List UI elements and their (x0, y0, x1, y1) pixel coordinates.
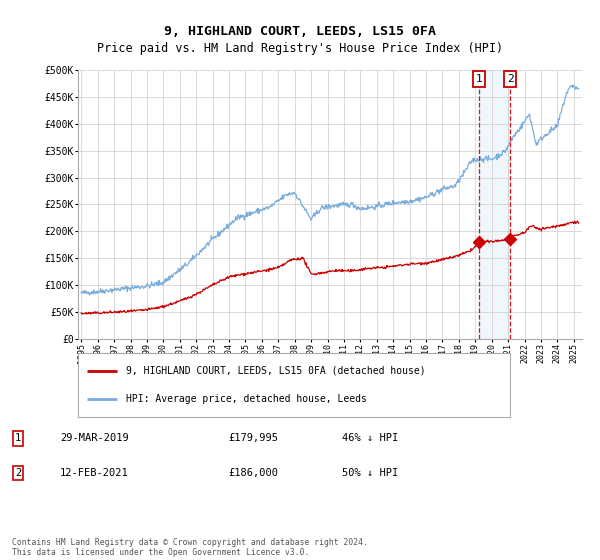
Text: Price paid vs. HM Land Registry's House Price Index (HPI): Price paid vs. HM Land Registry's House … (97, 42, 503, 55)
FancyBboxPatch shape (78, 353, 510, 417)
Text: 2: 2 (15, 468, 21, 478)
Text: £186,000: £186,000 (228, 468, 278, 478)
Text: £179,995: £179,995 (228, 433, 278, 444)
Text: 9, HIGHLAND COURT, LEEDS, LS15 0FA: 9, HIGHLAND COURT, LEEDS, LS15 0FA (164, 25, 436, 38)
Text: 12-FEB-2021: 12-FEB-2021 (60, 468, 129, 478)
Text: Contains HM Land Registry data © Crown copyright and database right 2024.
This d: Contains HM Land Registry data © Crown c… (12, 538, 368, 557)
Text: HPI: Average price, detached house, Leeds: HPI: Average price, detached house, Leed… (125, 394, 367, 404)
Text: 50% ↓ HPI: 50% ↓ HPI (342, 468, 398, 478)
Text: 46% ↓ HPI: 46% ↓ HPI (342, 433, 398, 444)
Bar (479, 70, 510, 339)
Text: 1: 1 (15, 433, 21, 444)
Text: 9, HIGHLAND COURT, LEEDS, LS15 0FA (detached house): 9, HIGHLAND COURT, LEEDS, LS15 0FA (deta… (125, 366, 425, 376)
Text: 2: 2 (507, 74, 514, 84)
Text: 29-MAR-2019: 29-MAR-2019 (60, 433, 129, 444)
Text: 1: 1 (476, 74, 482, 84)
